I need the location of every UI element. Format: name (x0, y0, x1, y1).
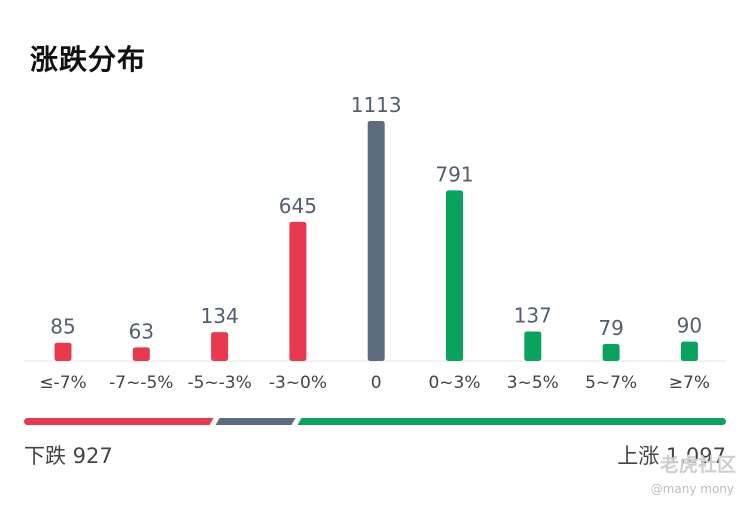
bar-2 (211, 332, 229, 361)
value-label-1: 63 (129, 319, 154, 343)
tick-label-5: 0~3% (428, 373, 480, 393)
up-summary: 上涨 1,097 (617, 444, 726, 468)
value-label-0: 85 (50, 315, 75, 339)
chart-title: 涨跌分布 (30, 43, 147, 76)
bar-3 (289, 221, 307, 361)
tick-label-2: -5~-3% (187, 373, 251, 393)
value-label-6: 137 (514, 304, 552, 328)
value-label-3: 645 (279, 194, 317, 218)
value-label-2: 134 (201, 304, 239, 328)
tick-label-4: 0 (371, 373, 382, 393)
bar-0 (54, 342, 72, 361)
tick-label-8: ≥7% (669, 373, 710, 393)
tick-label-6: 3~5% (507, 373, 559, 393)
value-label-5: 791 (435, 162, 473, 186)
bar-6 (524, 331, 542, 361)
ratio-segment-down (24, 418, 214, 425)
bar-1 (132, 347, 150, 361)
tick-label-3: -3~0% (269, 373, 327, 393)
watermark-logo: 老虎社区 (659, 454, 736, 476)
bar-5 (446, 190, 463, 361)
tick-label-0: ≤-7% (39, 373, 86, 393)
down-summary: 下跌 927 (24, 444, 113, 468)
value-labels-group: 85 63 134 645 1113 791 137 79 90 (50, 93, 702, 343)
ratio-bar (24, 418, 726, 425)
tick-labels-group: ≤-7% -7~-5% -5~-3% -3~0% 0 0~3% 3~5% 5~7% ≥7% (39, 373, 710, 393)
ratio-segment-up (297, 418, 726, 425)
bar-8 (680, 341, 698, 361)
ratio-segment-flat (215, 418, 296, 425)
watermark-user: @many mony (650, 482, 734, 496)
bars-group (54, 121, 698, 361)
bar-7 (602, 344, 620, 361)
tick-label-1: -7~-5% (109, 373, 173, 393)
bar-4 (367, 121, 385, 361)
value-label-7: 79 (598, 316, 623, 340)
value-label-8: 90 (677, 314, 702, 338)
value-label-4: 1113 (351, 93, 402, 117)
tick-label-7: 5~7% (585, 373, 637, 393)
distribution-chart: 85 63 134 645 1113 791 137 79 90 ≤-7% -7~-5% -5~-3… (24, 93, 726, 425)
